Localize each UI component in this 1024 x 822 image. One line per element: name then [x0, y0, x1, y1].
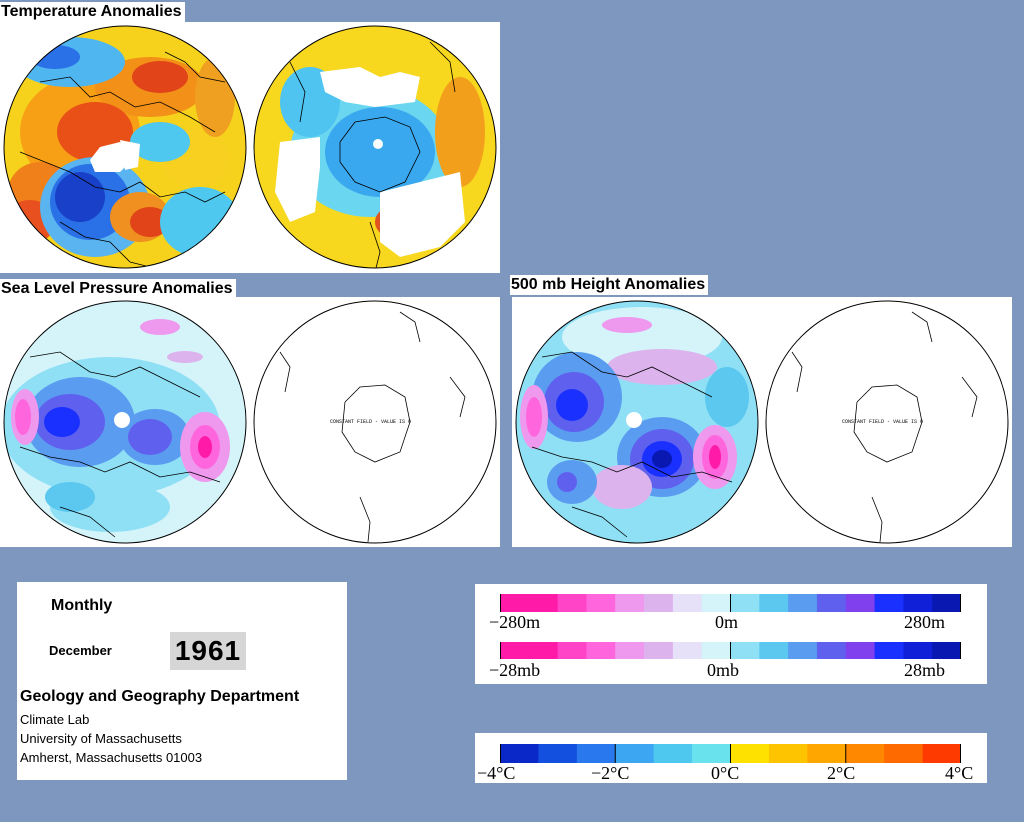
- university-label: University of Massachusetts: [20, 731, 182, 746]
- period-label: Monthly: [51, 597, 113, 614]
- pressure-scale-swatch-10: [759, 642, 789, 659]
- height500-panel: CONSTANT FIELD - VALUE IS 0: [512, 297, 1012, 547]
- pressure-scale-swatch-8: [701, 642, 731, 659]
- pressure-scale-swatch-9: [730, 642, 760, 659]
- slp-nh-globe: [3, 300, 247, 544]
- pressure-scale-swatch-15: [903, 642, 933, 659]
- temp-scale-swatch-9: [807, 744, 847, 763]
- temp-scale-swatch-2: [538, 744, 578, 763]
- temp-scale-swatch-10: [845, 744, 885, 763]
- height-scale-bar: [500, 594, 961, 612]
- pressure-scale-swatch-1: [500, 642, 530, 659]
- height-pressure-scale-box: −280m 0m 280m −28mb 0mb 28mb: [475, 584, 987, 684]
- temp-scale-label-3: 0°C: [711, 763, 740, 783]
- height500-nh-globe: [515, 300, 759, 544]
- month-label: December: [49, 643, 112, 658]
- height-scale-swatch-6: [644, 594, 674, 612]
- height-scale-swatch-14: [874, 594, 904, 612]
- height500-sh-globe: [765, 300, 1009, 544]
- pressure-scale-swatch-5: [615, 642, 645, 659]
- pressure-scale-swatch-13: [845, 642, 876, 659]
- temp-scale-label-2: −2°C: [591, 763, 630, 783]
- height-scale-swatch-1: [500, 594, 530, 612]
- height-scale-min: −280m: [489, 612, 541, 632]
- pressure-scale-swatch-4: [586, 642, 616, 659]
- pressure-scale-swatch-11: [788, 642, 818, 659]
- pressure-scale-zero: 0mb: [707, 660, 740, 680]
- slp-sh-globe: [253, 300, 497, 544]
- temp-scale-swatch-8: [768, 744, 808, 763]
- height-scale-swatch-11: [788, 594, 818, 612]
- pressure-scale-min: −28mb: [489, 660, 541, 680]
- pressure-scale-swatch-16: [932, 642, 961, 659]
- height500-sh-constant-note: CONSTANT FIELD - VALUE IS 0: [842, 419, 924, 425]
- temp-scale-swatch-4: [615, 744, 655, 763]
- temperature-sh-globe: [253, 25, 497, 269]
- temperature-nh-globe: [3, 25, 247, 269]
- slp-title: Sea Level Pressure Anomalies: [0, 279, 236, 299]
- height-scale-swatch-7: [672, 594, 703, 612]
- height500-title: 500 mb Height Anomalies: [510, 275, 709, 295]
- lab-label: Climate Lab: [20, 712, 90, 727]
- height-scale-swatch-5: [615, 594, 645, 612]
- temp-scale-swatch-6: [692, 744, 731, 763]
- temp-scale-swatch-7: [730, 744, 770, 763]
- pressure-scale-swatch-2: [528, 642, 559, 659]
- temp-scale-swatch-11: [884, 744, 924, 763]
- temp-scale-swatch-12: [922, 744, 961, 763]
- pressure-scale-swatch-3: [557, 642, 587, 659]
- height-scale-swatch-9: [730, 594, 760, 612]
- height-scale-max: 280m: [904, 612, 946, 632]
- year-display: 1961: [170, 632, 246, 670]
- pressure-scale-swatch-6: [644, 642, 674, 659]
- height-scale-swatch-3: [557, 594, 587, 612]
- pressure-scale-swatch-7: [672, 642, 703, 659]
- height-scale-swatch-2: [528, 594, 559, 612]
- slp-panel: CONSTANT FIELD - VALUE IS 0: [0, 297, 500, 547]
- info-box: Monthly December 1961 Geology and Geogra…: [17, 582, 347, 780]
- height-scale-swatch-8: [701, 594, 731, 612]
- height-scale-swatch-15: [903, 594, 933, 612]
- pressure-scale-bar: [500, 642, 961, 659]
- temperature-title: Temperature Anomalies: [0, 2, 185, 22]
- height-scale-swatch-10: [759, 594, 789, 612]
- temp-scale-label-5: 4°C: [945, 763, 974, 783]
- slp-sh-constant-note: CONSTANT FIELD - VALUE IS 0: [330, 419, 412, 425]
- height-scale-swatch-12: [816, 594, 847, 612]
- pressure-scale-swatch-14: [874, 642, 904, 659]
- temp-scale-label-4: 2°C: [827, 763, 856, 783]
- height-scale-zero: 0m: [715, 612, 739, 632]
- temp-scale-swatch-3: [576, 744, 616, 763]
- address-label: Amherst, Massachusetts 01003: [20, 750, 203, 765]
- temp-scale-label-1: −4°C: [477, 763, 516, 783]
- temp-scale-swatch-5: [653, 744, 693, 763]
- temperature-scale-bar: [500, 744, 961, 763]
- pressure-scale-max: 28mb: [904, 660, 946, 680]
- department-label: Geology and Geography Department: [20, 688, 300, 705]
- temp-scale-swatch-1: [500, 744, 539, 763]
- height-scale-swatch-13: [845, 594, 876, 612]
- height-scale-swatch-4: [586, 594, 616, 612]
- temperature-panel: [0, 22, 500, 273]
- pressure-scale-swatch-12: [816, 642, 847, 659]
- height-scale-swatch-16: [932, 594, 961, 612]
- temperature-scale-box: −4°C −2°C 0°C 2°C 4°C: [475, 733, 987, 783]
